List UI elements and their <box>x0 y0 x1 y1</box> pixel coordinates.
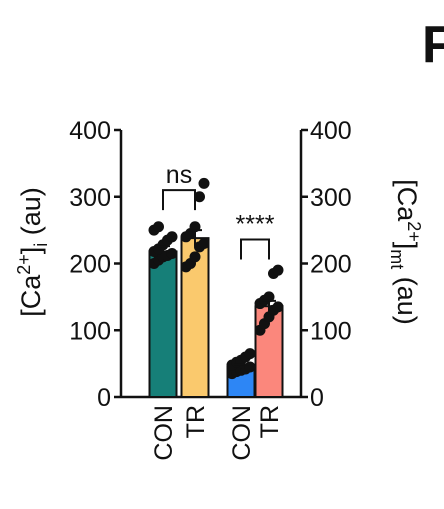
category-label: CON <box>150 405 178 461</box>
right-axis-title: [Ca2+]mt (au) <box>387 179 424 325</box>
significance-annotations: ns **** <box>162 161 275 260</box>
right-tick-label: 400 <box>310 117 352 145</box>
significance-bracket <box>240 238 270 260</box>
category-label: TR <box>256 405 284 438</box>
data-point <box>263 291 275 303</box>
data-point <box>166 231 178 243</box>
data-point <box>272 301 284 313</box>
left-tick-label: 400 <box>69 117 111 145</box>
right-tick-label: 300 <box>310 184 352 212</box>
right-tick-label: 0 <box>310 384 324 412</box>
category-label: CON <box>228 405 256 461</box>
data-point <box>198 177 210 189</box>
left-tick-label: 0 <box>97 384 111 412</box>
left-axis-sup: 2+ <box>14 254 34 275</box>
left-axis-title: [Ca2+]i (au) <box>14 187 51 317</box>
data-point <box>189 251 201 263</box>
category-label: TR <box>182 405 210 438</box>
data-point <box>198 237 210 249</box>
error-bars <box>156 229 276 369</box>
right-tick-label: 100 <box>310 317 352 345</box>
bars <box>148 237 284 398</box>
left-tick-label: 300 <box>69 184 111 212</box>
bar-0 <box>148 250 178 398</box>
left-tick-label: 200 <box>69 251 111 279</box>
data-point <box>244 348 256 360</box>
data-point <box>194 191 205 203</box>
data-point <box>153 221 164 233</box>
axes: 0 100 200 300 400 0 100 200 300 400 <box>69 117 351 412</box>
panel-letter: F <box>422 16 444 74</box>
significance-bracket <box>162 189 196 211</box>
data-point <box>272 264 284 276</box>
left-tick-label: 100 <box>69 317 111 345</box>
data-points <box>148 177 284 380</box>
significance-label: ns <box>166 161 192 189</box>
category-labels: CON TR CON TR <box>150 405 284 461</box>
right-tick-label: 200 <box>310 251 352 279</box>
data-point <box>166 247 178 259</box>
data-point <box>244 361 256 373</box>
significance-label: **** <box>236 210 275 238</box>
